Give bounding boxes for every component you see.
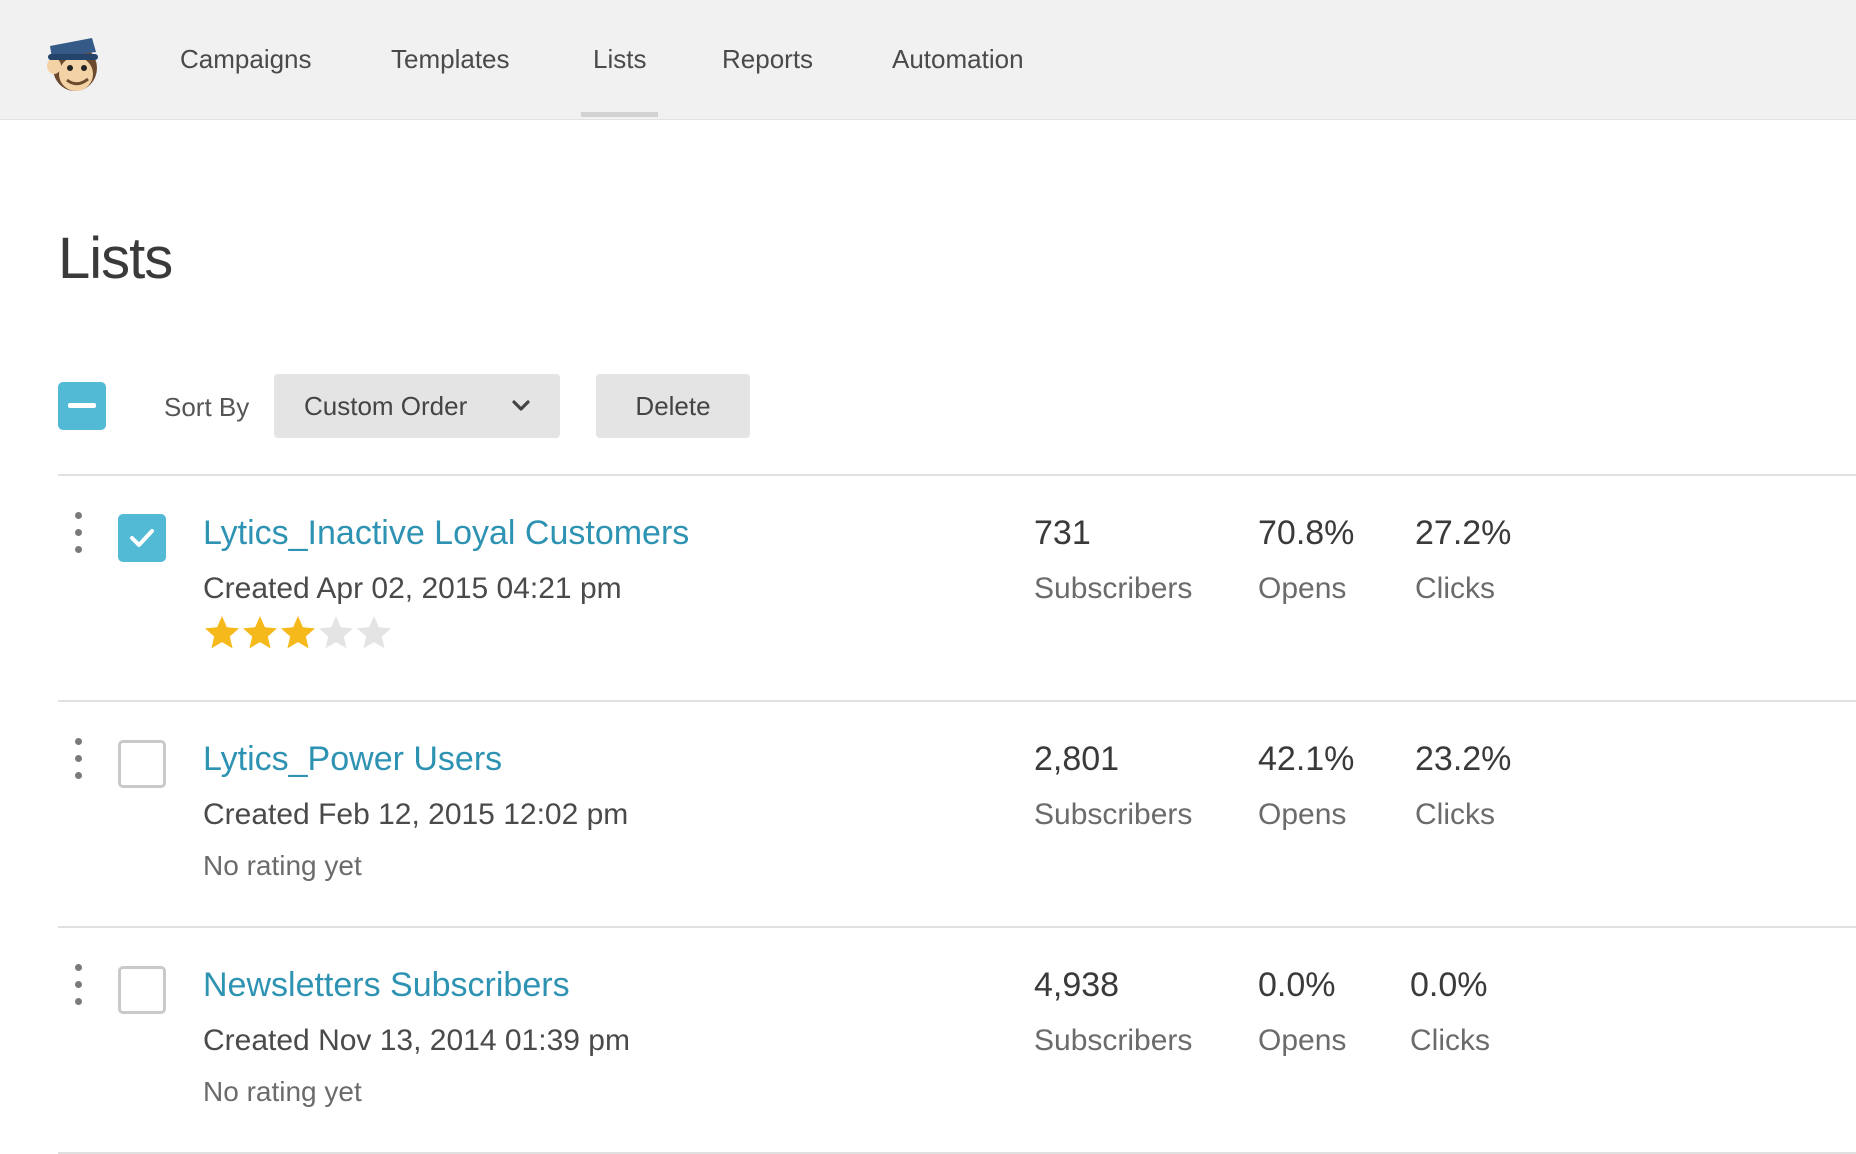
sort-order-value: Custom Order	[304, 390, 468, 421]
row-checkbox[interactable]	[118, 514, 166, 562]
clicks-label: Clicks	[1415, 572, 1495, 605]
sort-order-dropdown[interactable]: Custom Order	[274, 374, 560, 438]
row-divider	[58, 926, 1856, 928]
drag-handle-icon[interactable]	[72, 964, 84, 1006]
created-date: Created Nov 13, 2014 01:39 pm	[203, 1024, 630, 1057]
list-row: Newsletters Subscribers Created Nov 13, …	[0, 926, 1856, 1152]
select-all-checkbox[interactable]	[58, 382, 106, 430]
created-date: Created Feb 12, 2015 12:02 pm	[203, 798, 629, 831]
subscribers-label: Subscribers	[1034, 572, 1193, 605]
nav-automation[interactable]: Automation	[892, 44, 1024, 74]
sort-by-label: Sort By	[164, 392, 250, 422]
indeterminate-dash-icon	[68, 403, 96, 408]
clicks-rate: 23.2%	[1415, 740, 1512, 778]
clicks-label: Clicks	[1410, 1024, 1490, 1057]
drag-handle-icon[interactable]	[72, 738, 84, 780]
clicks-rate: 27.2%	[1415, 514, 1512, 552]
opens-label: Opens	[1258, 1024, 1347, 1057]
row-divider	[58, 700, 1856, 702]
subscribers-label: Subscribers	[1034, 1024, 1193, 1057]
subscribers-count: 2,801	[1034, 740, 1120, 778]
delete-button[interactable]: Delete	[596, 374, 750, 438]
nav-campaigns[interactable]: Campaigns	[180, 44, 312, 74]
opens-rate: 70.8%	[1258, 514, 1355, 552]
star-filled-icon[interactable]	[279, 614, 317, 652]
rating-status: No rating yet	[203, 850, 362, 881]
top-navigation: Campaigns Templates Lists Reports Automa…	[0, 0, 1856, 120]
list-name-link[interactable]: Newsletters Subscribers	[203, 966, 570, 1004]
nav-lists[interactable]: Lists	[580, 44, 660, 117]
star-empty-icon[interactable]	[355, 614, 393, 652]
created-date: Created Apr 02, 2015 04:21 pm	[203, 572, 622, 605]
page-title: Lists	[58, 226, 173, 291]
row-checkbox[interactable]	[118, 740, 166, 788]
clicks-label: Clicks	[1415, 798, 1495, 831]
mailchimp-logo-icon[interactable]	[42, 28, 104, 94]
opens-rate: 42.1%	[1258, 740, 1355, 778]
opens-label: Opens	[1258, 798, 1347, 831]
row-divider	[58, 474, 1856, 476]
subscribers-label: Subscribers	[1034, 798, 1193, 831]
star-filled-icon[interactable]	[203, 614, 241, 652]
chevron-down-icon	[512, 400, 530, 411]
row-checkbox[interactable]	[118, 966, 166, 1014]
opens-rate: 0.0%	[1258, 966, 1336, 1004]
drag-handle-icon[interactable]	[72, 512, 84, 554]
clicks-rate: 0.0%	[1410, 966, 1488, 1004]
checkmark-icon	[130, 529, 154, 547]
opens-label: Opens	[1258, 572, 1347, 605]
rating-status: No rating yet	[203, 1076, 362, 1107]
list-row: Lytics_Power Users Created Feb 12, 2015 …	[0, 700, 1856, 926]
nav-reports[interactable]: Reports	[722, 44, 814, 74]
list-name-link[interactable]: Lytics_Power Users	[203, 740, 503, 778]
row-divider	[58, 1152, 1856, 1154]
nav-templates[interactable]: Templates	[391, 44, 510, 74]
list-row: Lytics_Inactive Loyal Customers Created …	[0, 474, 1856, 700]
list-name-link[interactable]: Lytics_Inactive Loyal Customers	[203, 514, 690, 552]
star-filled-icon[interactable]	[241, 614, 279, 652]
star-empty-icon[interactable]	[317, 614, 355, 652]
star-rating[interactable]	[203, 614, 393, 652]
subscribers-count: 4,938	[1034, 966, 1120, 1004]
subscribers-count: 731	[1034, 514, 1091, 552]
